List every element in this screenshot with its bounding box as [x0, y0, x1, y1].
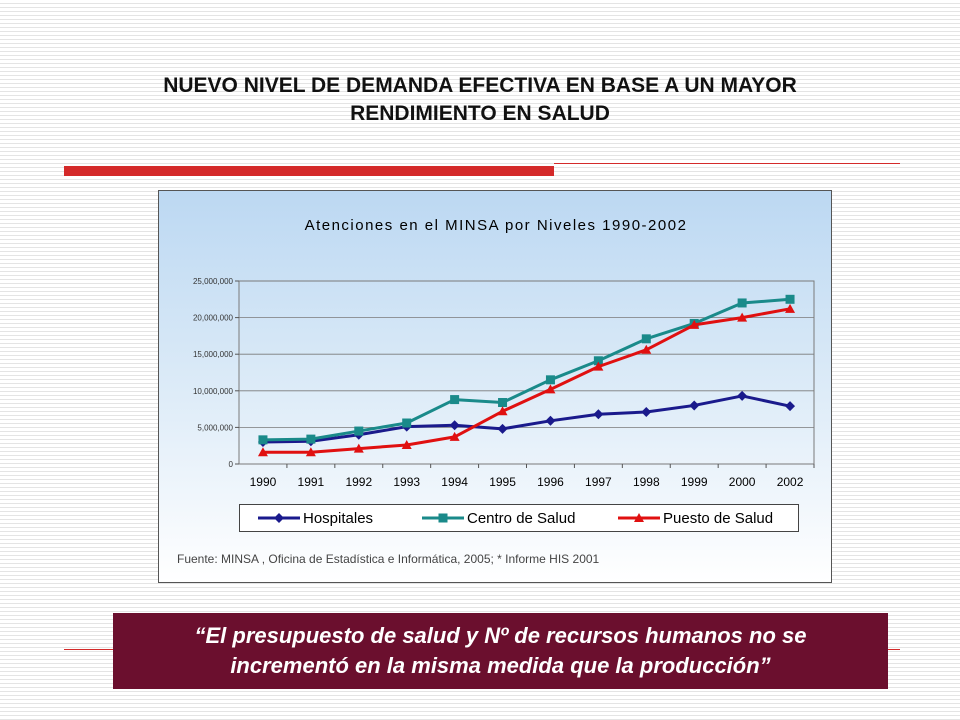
point-marker — [785, 401, 796, 412]
series-line-2 — [262, 307, 791, 454]
point-marker — [498, 398, 508, 408]
accent-bar — [64, 166, 554, 176]
legend-marker-centro-de-salud — [422, 513, 464, 523]
x-tick-label: 1992 — [345, 475, 372, 489]
point-marker — [545, 384, 556, 394]
legend-label-centro-de-salud: Centro de Salud — [467, 509, 576, 527]
point-marker — [689, 400, 700, 411]
x-tick-label: 1995 — [489, 475, 516, 489]
point-marker — [497, 423, 508, 434]
point-marker — [641, 344, 652, 354]
point-marker — [353, 443, 364, 453]
x-tick-label: 1991 — [298, 475, 325, 489]
chart-legend: Hospitales Centro de Salud Puesto de Sal… — [239, 504, 799, 532]
series-line-1 — [262, 297, 791, 442]
legend-marker-puesto-de-salud — [618, 513, 660, 522]
quote-line-1: “El presupuesto de salud y Nº de recurso… — [194, 623, 807, 648]
point-marker — [545, 375, 555, 385]
legend-label-hospitales: Hospitales — [303, 509, 374, 527]
legend-item-centro-de-salud: Centro de Salud — [422, 505, 575, 531]
point-marker — [497, 406, 508, 416]
x-tick-label: 1998 — [633, 475, 660, 489]
point-marker — [785, 303, 796, 313]
point-marker — [305, 447, 316, 457]
y-tick-label: 5,000,000 — [197, 423, 233, 432]
x-tick-label: 2002 — [777, 475, 804, 489]
legend-marker-hospitales — [258, 513, 300, 523]
legend-label-puesto-de-salud: Puesto de Salud — [663, 509, 774, 527]
point-marker — [641, 407, 652, 418]
legend-item-hospitales: Hospitales — [258, 505, 373, 531]
point-marker — [785, 294, 795, 304]
point-marker — [258, 435, 268, 445]
point-marker — [593, 409, 604, 420]
series-line-0 — [262, 394, 791, 444]
chart-source-note: Fuente: MINSA , Oficina de Estadística e… — [177, 552, 600, 566]
point-marker — [402, 418, 412, 428]
point-marker — [737, 390, 748, 401]
slide-title-line-2: RENDIMIENTO EN SALUD — [350, 102, 610, 125]
x-tick-label: 1994 — [441, 475, 468, 489]
accent-line — [554, 163, 900, 164]
x-tick-label: 1997 — [585, 475, 612, 489]
point-marker — [449, 431, 460, 441]
x-tick-label: 2000 — [729, 475, 756, 489]
point-marker — [257, 447, 268, 457]
point-marker — [593, 361, 604, 371]
point-marker — [450, 395, 460, 405]
chart-frame: 0 5,000,000 10,000,000 15,000,000 20,000,000… — [158, 190, 832, 583]
x-tick-label: 1999 — [681, 475, 708, 489]
point-marker — [354, 426, 364, 436]
x-tick-label: 1990 — [250, 475, 277, 489]
quote-banner: “El presupuesto de salud y Nº de recurso… — [113, 613, 888, 689]
point-marker — [737, 298, 747, 308]
point-marker — [306, 434, 316, 444]
point-marker — [641, 334, 651, 344]
legend-item-puesto-de-salud: Puesto de Salud — [618, 505, 773, 531]
quote-line-2: incrementó en la misma medida que la pro… — [230, 653, 771, 678]
point-marker — [545, 415, 556, 426]
y-tick-label: 0 — [229, 460, 234, 469]
point-marker — [737, 312, 748, 322]
x-tick-label: 1996 — [537, 475, 564, 489]
y-tick-label: 20,000,000 — [193, 314, 234, 323]
x-tick-label: 1993 — [393, 475, 420, 489]
point-marker — [449, 420, 460, 431]
point-marker — [689, 319, 700, 329]
y-tick-label: 25,000,000 — [193, 277, 234, 286]
chart-title: Atenciones en el MINSA por Niveles 1990-… — [304, 217, 688, 234]
y-tick-label: 15,000,000 — [193, 350, 234, 359]
slide-title: NUEVO NIVEL DE DEMANDA EFECTIVA EN BASE … — [60, 72, 900, 128]
slide-title-line-1: NUEVO NIVEL DE DEMANDA EFECTIVA EN BASE … — [163, 74, 797, 97]
point-marker — [401, 439, 412, 449]
chart-canvas: 0 5,000,000 10,000,000 15,000,000 20,000,000… — [193, 277, 815, 489]
point-marker — [593, 356, 603, 366]
y-tick-label: 10,000,000 — [193, 387, 234, 396]
